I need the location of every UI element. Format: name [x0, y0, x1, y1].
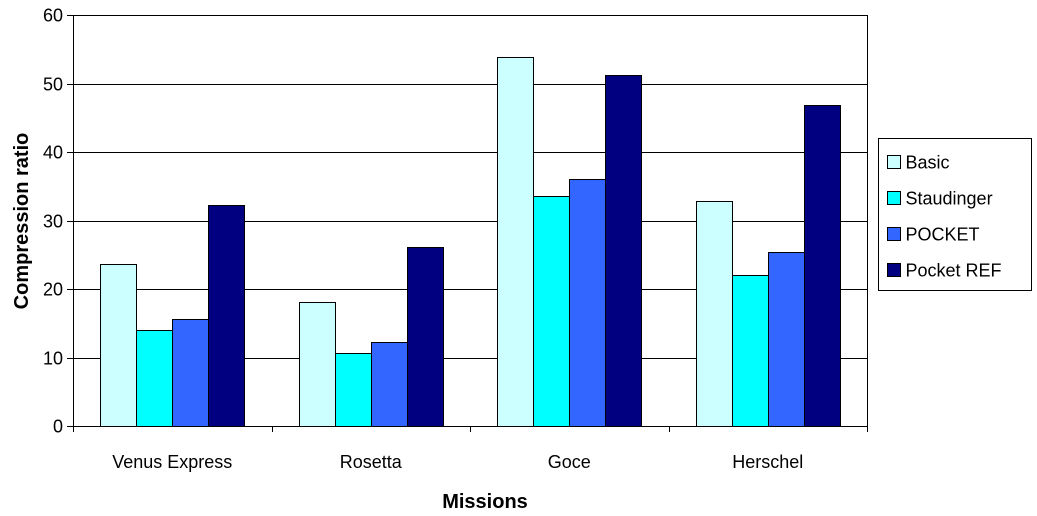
axes	[67, 15, 868, 432]
bar-pocket	[768, 252, 805, 427]
bar-staudinger	[136, 330, 173, 427]
legend-label: Staudinger	[906, 189, 993, 209]
bar-pocket-ref	[208, 205, 245, 427]
y-tick-label: 60	[43, 6, 63, 26]
legend-label: Pocket REF	[906, 261, 1002, 281]
bar-pocket-ref	[407, 247, 444, 427]
y-tick-label: 20	[43, 280, 63, 300]
legend-swatch	[887, 227, 901, 241]
x-tick-label: Goce	[548, 452, 591, 472]
legend-swatch	[887, 263, 901, 277]
x-tick-label: Venus Express	[112, 452, 232, 472]
bar-basic	[497, 57, 534, 427]
x-tick-label: Rosetta	[340, 452, 403, 472]
y-tick-labels: 0 10 20 30 40 50 60	[43, 6, 63, 437]
y-tick-label: 10	[43, 349, 63, 369]
legend-label: POCKET	[906, 225, 980, 245]
bar-pocket	[371, 342, 408, 427]
bars	[100, 57, 841, 427]
y-tick-label: 40	[43, 143, 63, 163]
legend: Basic Staudinger POCKET Pocket REF	[878, 138, 1032, 291]
legend-label: Basic	[906, 153, 950, 173]
bar-basic	[696, 201, 733, 427]
bar-staudinger	[732, 275, 769, 427]
x-tick-labels: Venus Express Rosetta Goce Herschel	[112, 452, 803, 472]
legend-swatch	[887, 155, 901, 169]
legend-swatch	[887, 191, 901, 205]
bar-pocket	[172, 319, 209, 427]
y-axis-title: Compression ratio	[11, 133, 33, 310]
x-tick-label: Herschel	[732, 452, 803, 472]
y-tick-label: 50	[43, 75, 63, 95]
bar-pocket-ref	[605, 75, 642, 427]
bar-staudinger	[533, 196, 570, 427]
x-axis-title: Missions	[442, 491, 528, 513]
y-tick-label: 30	[43, 212, 63, 232]
bar-basic	[299, 302, 336, 427]
y-tick-label: 0	[53, 417, 63, 437]
bar-basic	[100, 264, 137, 427]
bar-pocket-ref	[804, 105, 841, 427]
bar-staudinger	[335, 353, 372, 427]
legend-box	[878, 138, 1032, 291]
bar-pocket	[569, 179, 606, 427]
